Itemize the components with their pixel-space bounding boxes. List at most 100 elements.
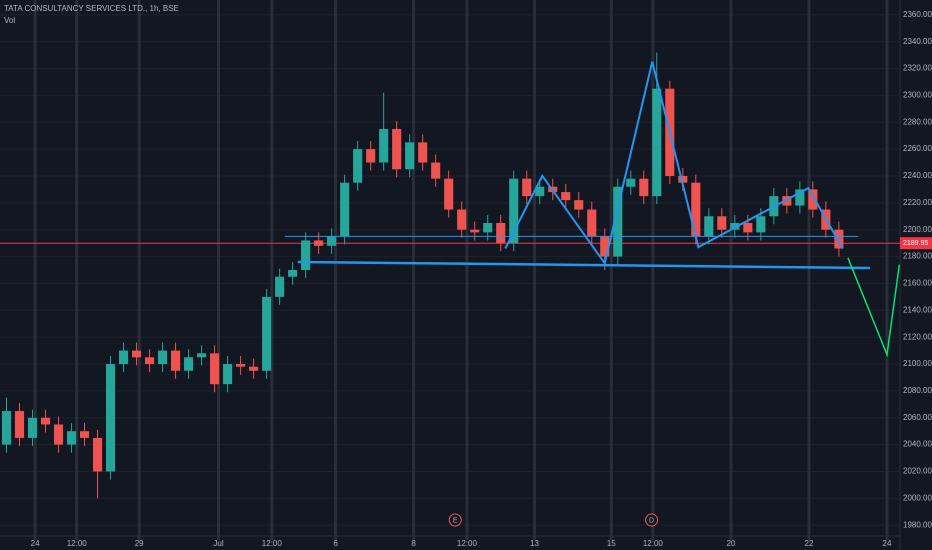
y-tick-label: 2040.00 <box>903 440 932 449</box>
event-marker <box>448 513 462 527</box>
candle-body <box>27 417 38 438</box>
x-tick-label: 13 <box>530 539 539 548</box>
candle-body <box>184 357 194 371</box>
x-tick-label: 29 <box>135 539 144 548</box>
candle-body <box>704 216 714 237</box>
candle-body <box>717 216 727 230</box>
x-tick-label: 15 <box>607 539 616 548</box>
y-tick-label: 1980.00 <box>903 520 932 529</box>
candle-body <box>756 216 766 233</box>
candle-body <box>587 209 597 237</box>
candle-body <box>600 236 610 257</box>
x-tick-label: 20 <box>726 539 735 548</box>
y-tick-label: 2360.00 <box>903 10 932 19</box>
candle-body <box>210 353 220 385</box>
y-tick-label: 2000.00 <box>903 493 932 502</box>
candle-body <box>353 149 363 183</box>
x-tick-label: Jul <box>213 539 223 548</box>
candle-body <box>158 350 168 365</box>
volume-label: Vol <box>4 16 15 25</box>
x-tick-label: 8 <box>411 539 416 548</box>
trend-line <box>847 257 901 358</box>
candle-body <box>92 437 103 472</box>
event-label: D <box>649 517 654 524</box>
candle-body <box>40 417 51 425</box>
candle-body <box>197 353 207 358</box>
candle-body <box>639 178 649 197</box>
candle-body <box>145 357 155 365</box>
candle-body <box>496 222 506 244</box>
chart-title: TATA CONSULTANCY SERVICES LTD., 1h, BSE <box>4 4 179 13</box>
candle-body <box>379 128 389 163</box>
y-tick-label: 2300.00 <box>903 90 932 99</box>
x-tick-label: 12:00 <box>457 539 478 548</box>
candle-body <box>431 162 441 179</box>
trend-line <box>297 260 871 270</box>
last-price-label: 2189.95 <box>903 240 928 247</box>
y-tick-label: 2100.00 <box>903 359 932 368</box>
candle-body <box>483 222 493 233</box>
candle-body <box>808 189 818 210</box>
candle-body <box>444 178 454 210</box>
candle-body <box>105 364 116 472</box>
trend-line <box>504 61 844 266</box>
candle-body <box>457 209 467 230</box>
y-tick-label: 2060.00 <box>903 413 932 422</box>
candle-body <box>53 424 64 445</box>
y-tick-label: 2180.00 <box>903 252 932 261</box>
y-tick-label: 2160.00 <box>903 279 932 288</box>
y-tick-label: 2240.00 <box>903 171 932 180</box>
x-tick-label: 12:00 <box>643 539 664 548</box>
candle-body <box>522 178 532 197</box>
y-tick-label: 2080.00 <box>903 386 932 395</box>
candle-body <box>626 178 636 187</box>
y-tick-label: 2280.00 <box>903 117 932 126</box>
candle-body <box>561 192 571 201</box>
candle-body <box>392 128 402 170</box>
candle-body <box>132 350 142 358</box>
x-tick-label: 12:00 <box>67 539 88 548</box>
candle-body <box>730 222 740 230</box>
candle-body <box>119 350 129 365</box>
y-tick-label: 2020.00 <box>903 467 932 476</box>
y-tick-label: 2200.00 <box>903 225 932 234</box>
candle-body <box>171 350 181 371</box>
event-label: E <box>453 517 458 524</box>
y-tick-label: 2260.00 <box>903 144 932 153</box>
candle-body <box>509 178 519 244</box>
candle-body <box>418 142 428 163</box>
x-tick-label: 24 <box>31 539 40 548</box>
y-tick-label: 2320.00 <box>903 64 932 73</box>
candle-body <box>834 229 844 249</box>
candle-body <box>262 296 272 371</box>
y-tick-label: 2340.00 <box>903 37 932 46</box>
y-tick-label: 2220.00 <box>903 198 932 207</box>
candle-body <box>613 186 623 257</box>
candle-body <box>236 364 246 367</box>
candle-body <box>678 175 688 183</box>
candle-body <box>327 236 337 246</box>
last-price-box <box>900 237 932 250</box>
candle-body <box>782 196 792 206</box>
candle-body <box>223 364 233 385</box>
y-tick-label: 2120.00 <box>903 332 932 341</box>
candle-body <box>340 182 350 237</box>
x-tick-label: 6 <box>333 539 338 548</box>
candle-body <box>1 411 12 445</box>
candle-body <box>405 142 415 170</box>
candle-body <box>743 222 753 233</box>
candle-body <box>470 229 480 233</box>
x-tick-label: 12:00 <box>262 539 283 548</box>
candle-body <box>535 186 545 197</box>
candle-body <box>275 276 285 297</box>
candle-body <box>652 88 662 197</box>
candle-body <box>66 431 77 445</box>
candle-body <box>366 149 376 163</box>
candle-body <box>574 200 584 210</box>
x-tick-label: 22 <box>805 539 814 548</box>
candle-body <box>314 240 324 246</box>
x-tick-label: 24 <box>883 539 892 548</box>
candle-body <box>691 182 701 237</box>
